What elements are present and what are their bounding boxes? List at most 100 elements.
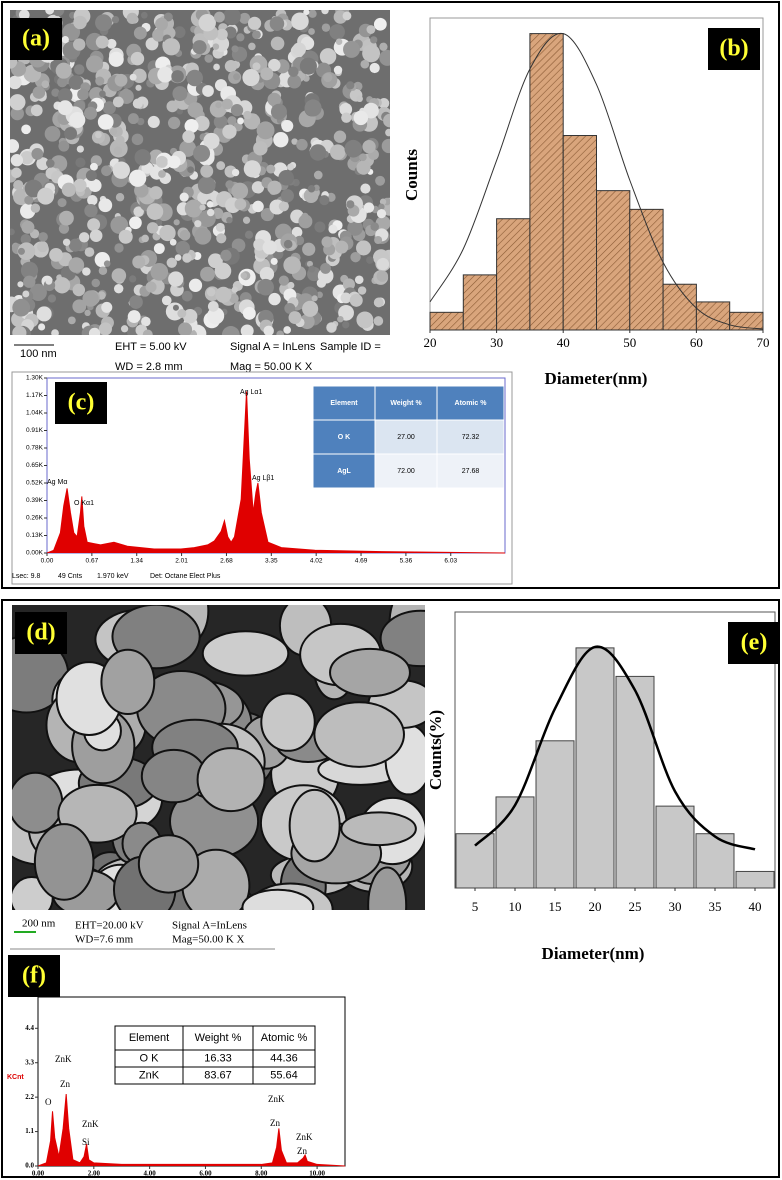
grain: [145, 37, 159, 51]
x-tick-label: 4.02: [310, 558, 323, 565]
table-header: Weight %: [195, 1032, 242, 1044]
x-tick-label: 2.68: [220, 558, 233, 565]
grain: [342, 321, 350, 329]
grain: [88, 327, 101, 335]
grain: [234, 198, 247, 211]
grain: [291, 138, 298, 145]
grain: [84, 204, 98, 218]
panel-label-box: [728, 622, 780, 664]
x-tick-label: 35: [709, 899, 722, 914]
peak-label: O: [45, 1097, 52, 1107]
edx-footer: Lsec: 9.8: [12, 573, 41, 580]
grain: [142, 329, 153, 335]
grain: [281, 120, 294, 132]
grain: [270, 103, 287, 120]
x-tick-label: 25: [629, 899, 642, 914]
y-axis-label: Counts(%): [426, 710, 445, 790]
panel-label-box: [10, 18, 62, 60]
grain: [55, 62, 72, 79]
grain: [262, 240, 277, 255]
table-header: Weight %: [390, 400, 422, 407]
x-tick-label: 6.00: [199, 1170, 212, 1178]
grain: [173, 26, 186, 39]
grain: [10, 94, 26, 111]
grain: [114, 243, 124, 253]
bar: [562, 135, 598, 331]
grain: [69, 112, 86, 129]
grain: [36, 157, 50, 171]
grain: [58, 223, 70, 234]
grain: [342, 278, 355, 291]
x-tick-label: 40: [557, 335, 570, 350]
table-text: O K: [338, 434, 350, 441]
grain: [64, 127, 78, 140]
grain: [194, 220, 202, 228]
table-text: 44.36: [270, 1052, 298, 1064]
grain: [199, 204, 206, 211]
grain: [53, 277, 71, 294]
sem-image-a: [10, 10, 390, 335]
grain: [200, 266, 215, 282]
table-text: 27.68: [462, 468, 480, 475]
grain: [129, 216, 142, 230]
x-tick-label: 60: [690, 335, 703, 350]
grain: [213, 63, 220, 71]
grain: [370, 36, 378, 44]
grain: [260, 67, 274, 81]
grain: [321, 236, 333, 248]
table-cell: [182, 1025, 254, 1051]
bar: [596, 190, 631, 331]
x-tick-label: 20: [424, 335, 437, 350]
sem-info: WD = 2.8 mm: [115, 361, 183, 373]
grain: [23, 275, 36, 288]
table-cell: [436, 385, 505, 421]
grain: [101, 301, 113, 313]
particle: [288, 788, 341, 863]
grain: [110, 216, 129, 234]
grain: [383, 113, 390, 128]
x-tick-label: 5: [472, 899, 479, 914]
grain: [239, 12, 251, 24]
grain: [225, 180, 234, 189]
table-text: 83.67: [204, 1069, 232, 1081]
grain: [354, 275, 364, 285]
bar: [495, 796, 535, 889]
table-text: 55.64: [270, 1069, 298, 1081]
grain: [20, 234, 31, 245]
grain: [375, 175, 386, 186]
grain: [302, 300, 319, 317]
bar: [455, 833, 495, 889]
peak-label: Zn: [270, 1118, 280, 1128]
table-cell: [374, 453, 438, 489]
grain: [84, 106, 98, 120]
y-tick-label: 1.17K: [26, 392, 44, 399]
bar: [655, 805, 695, 889]
grain: [230, 104, 244, 117]
grain: [101, 165, 112, 177]
peak-label: Ag Lα1: [240, 389, 262, 396]
spectrum: [37, 1093, 346, 1167]
grain: [311, 295, 318, 302]
particle: [201, 630, 290, 677]
grain: [67, 316, 76, 325]
grain: [167, 116, 181, 130]
grain: [11, 167, 22, 179]
grain: [260, 208, 274, 222]
grain: [203, 132, 220, 150]
sem-info: WD=7.6 mm: [75, 934, 134, 946]
grain: [152, 28, 166, 42]
grain: [95, 76, 105, 86]
grain: [294, 235, 305, 246]
table-cell: [436, 419, 505, 455]
y-tick-label: 1.1: [25, 1127, 34, 1135]
grain: [197, 176, 216, 195]
grain: [288, 311, 302, 325]
grain: [61, 182, 76, 197]
grain: [133, 26, 147, 40]
grain: [146, 222, 159, 234]
edx-footer: 49 Cnts: [58, 573, 83, 580]
x-tick-label: 4.00: [144, 1170, 157, 1178]
grain: [259, 266, 275, 282]
x-tick-label: 2.01: [175, 558, 188, 565]
grain: [158, 170, 166, 178]
